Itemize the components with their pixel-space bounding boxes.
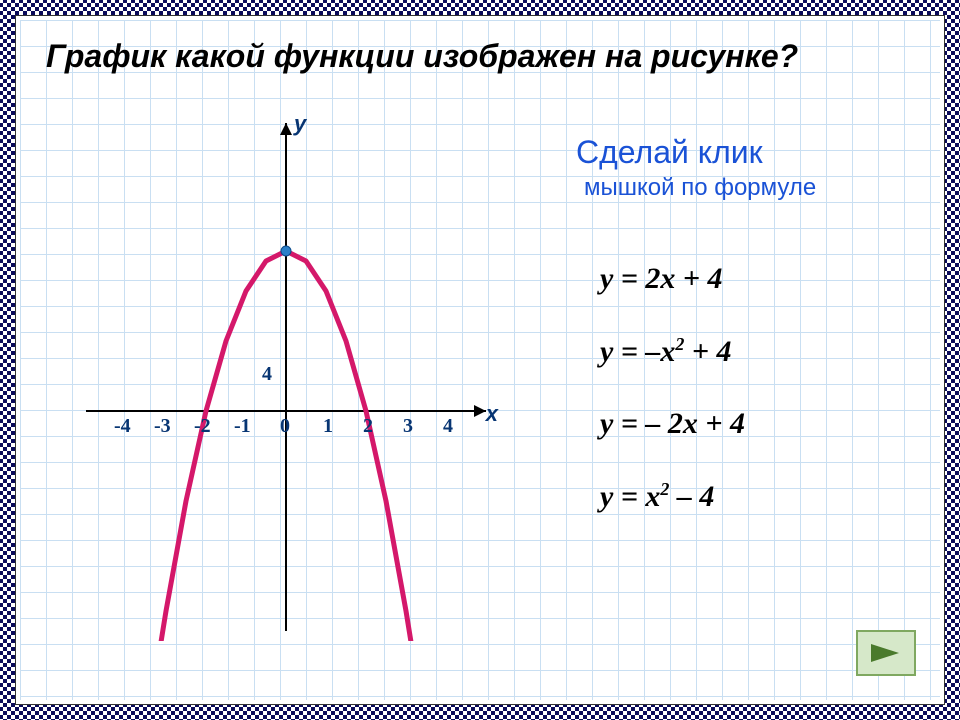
- option-b-head: y = –x: [600, 335, 675, 368]
- option-d[interactable]: y = x2 – 4: [596, 477, 916, 516]
- option-b-tail: + 4: [684, 335, 731, 368]
- x-tick-m4: -4: [114, 415, 131, 438]
- y-axis-label: у: [294, 111, 306, 137]
- answer-options: y = 2x + 4 y = –x2 + 4 y = – 2x + 4 y = …: [596, 226, 916, 550]
- option-c[interactable]: y = – 2x + 4: [596, 405, 916, 443]
- option-d-head: y = x: [600, 480, 660, 513]
- x-tick-0: 0: [280, 415, 290, 438]
- option-d-tail: – 4: [669, 480, 714, 513]
- y-tick-4: 4: [262, 363, 272, 386]
- hint-line-1: Сделай клик: [576, 134, 763, 171]
- option-a[interactable]: y = 2x + 4: [596, 260, 916, 298]
- option-b[interactable]: y = –x2 + 4: [596, 332, 916, 371]
- next-arrow-icon: [869, 640, 903, 666]
- x-tick-4: 4: [443, 415, 453, 438]
- x-tick-m2: -2: [194, 415, 211, 438]
- vertex-marker: [281, 246, 291, 256]
- next-button[interactable]: [856, 630, 916, 676]
- chart-area: у -4 -3 -2 -1 0 1 2 3 4 х 4: [76, 111, 506, 641]
- x-tick-m3: -3: [154, 415, 171, 438]
- x-tick-m1: -1: [234, 415, 251, 438]
- question-title: График какой функции изображен на рисунк…: [46, 38, 914, 75]
- x-axis-arrow: [474, 405, 486, 417]
- hint-line-2: мышкой по формуле: [584, 174, 816, 202]
- x-tick-1: 1: [323, 415, 333, 438]
- y-axis-arrow: [280, 123, 292, 135]
- slide-frame: График какой функции изображен на рисунк…: [15, 15, 945, 705]
- x-axis-label: х: [486, 401, 498, 427]
- chart-svg: [76, 111, 506, 641]
- x-tick-2: 2: [363, 415, 373, 438]
- x-tick-3: 3: [403, 415, 413, 438]
